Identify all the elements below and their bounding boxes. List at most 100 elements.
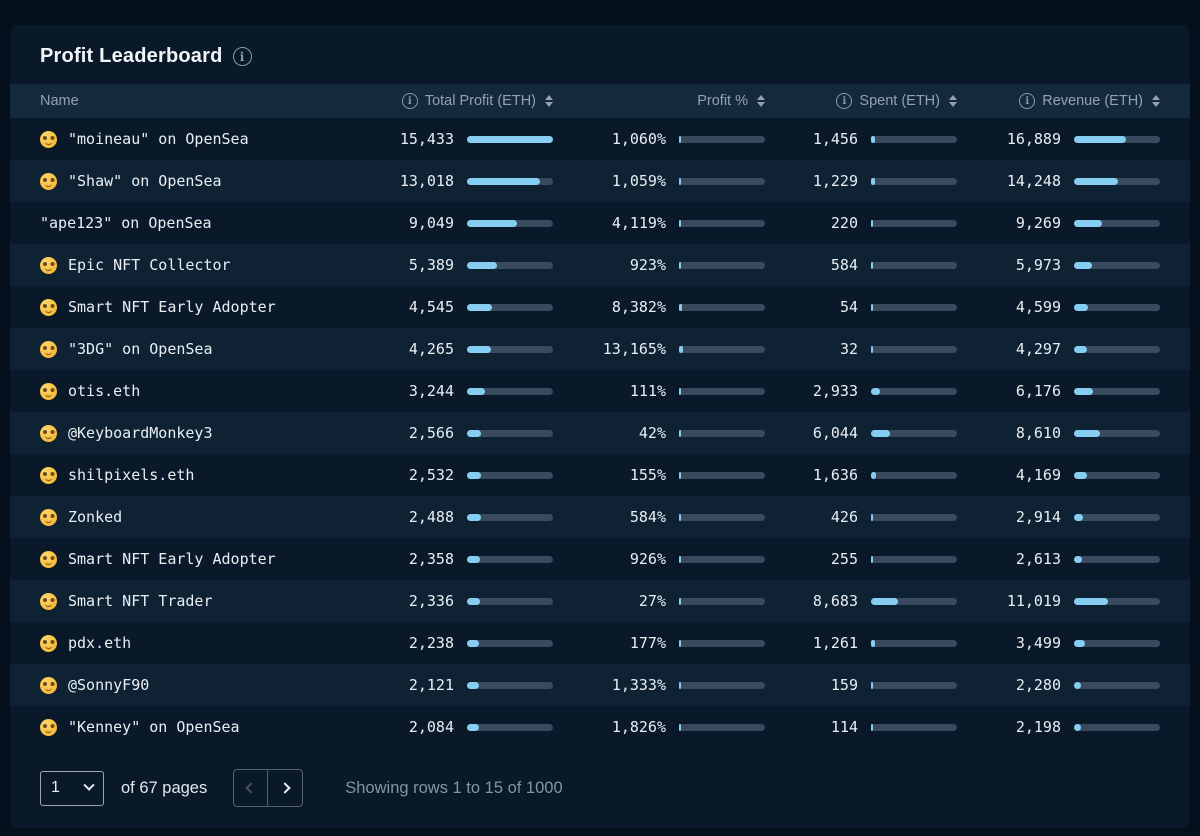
trader-name-cell[interactable]: Smart NFT Early Adopter	[40, 298, 343, 316]
revenue-cell: 2,914	[957, 508, 1160, 526]
page-select-value: 1	[51, 779, 60, 796]
spent-value: 8,683	[812, 592, 858, 610]
spent-sort-icon[interactable]	[949, 94, 957, 108]
spent-cell: 8,683	[765, 592, 957, 610]
trader-name-cell[interactable]: "ape123" on OpenSea	[40, 214, 343, 232]
column-header-revenue[interactable]: i Revenue (ETH)	[957, 93, 1160, 109]
trader-name-cell[interactable]: pdx.eth	[40, 634, 343, 652]
trader-name: shilpixels.eth	[68, 466, 195, 484]
title-info-icon[interactable]: i	[232, 47, 252, 66]
total-profit-value: 2,566	[408, 424, 454, 442]
revenue-bar	[1074, 513, 1160, 521]
profit-pct-sort-icon[interactable]	[757, 94, 765, 108]
column-header-total-profit[interactable]: i Total Profit (ETH)	[343, 93, 553, 109]
revenue-bar	[1074, 303, 1160, 311]
profit-pct-value: 8,382%	[611, 298, 666, 316]
profit-pct-bar	[679, 681, 765, 689]
trader-name-cell[interactable]: Smart NFT Early Adopter	[40, 550, 343, 568]
table-row: pdx.eth 2,238 177% 1,261 3,499	[10, 622, 1190, 664]
trader-name-cell[interactable]: Zonked	[40, 508, 343, 526]
spent-info-icon[interactable]: i	[836, 93, 853, 109]
previous-page-button[interactable]	[234, 770, 269, 806]
revenue-sort-icon[interactable]	[1152, 94, 1160, 108]
profit-pct-cell: 923%	[553, 256, 765, 274]
spent-cell: 426	[765, 508, 957, 526]
total-profit-bar	[467, 261, 553, 269]
trader-name-cell[interactable]: Epic NFT Collector	[40, 256, 343, 274]
total-profit-value: 4,545	[408, 298, 454, 316]
total-profit-value: 2,358	[408, 550, 454, 568]
spent-cell: 159	[765, 676, 957, 694]
spent-cell: 1,229	[765, 172, 957, 190]
spent-value: 220	[830, 214, 858, 232]
revenue-value: 4,599	[1015, 298, 1061, 316]
trader-name: "moineau" on OpenSea	[68, 130, 249, 148]
total-profit-cell: 2,121	[343, 676, 553, 694]
profit-pct-cell: 42%	[553, 424, 765, 442]
revenue-bar	[1074, 681, 1160, 689]
total-profit-info-icon[interactable]: i	[401, 93, 418, 109]
revenue-bar	[1074, 177, 1160, 185]
nerd-face-emoji-icon	[40, 592, 57, 610]
table-row: Epic NFT Collector 5,389 923% 584 5,973	[10, 244, 1190, 286]
trader-name: otis.eth	[68, 382, 141, 400]
trader-name: @SonnyF90	[68, 676, 150, 694]
total-profit-value: 4,265	[408, 340, 454, 358]
total-profit-value: 13,018	[399, 172, 454, 190]
spent-value: 584	[830, 256, 858, 274]
total-profit-sort-icon[interactable]	[545, 94, 553, 108]
profit-pct-value: 13,165%	[602, 340, 666, 358]
revenue-info-icon[interactable]: i	[1019, 93, 1036, 109]
profit-pct-value: 42%	[638, 424, 666, 442]
spent-cell: 2,933	[765, 382, 957, 400]
total-profit-value: 2,238	[408, 634, 454, 652]
trader-name-cell[interactable]: "moineau" on OpenSea	[40, 130, 343, 148]
table-row: "ape123" on OpenSea 9,049 4,119% 220 9,2…	[10, 202, 1190, 244]
trader-name-cell[interactable]: Smart NFT Trader	[40, 592, 343, 610]
total-profit-cell: 2,358	[343, 550, 553, 568]
profit-pct-cell: 8,382%	[553, 298, 765, 316]
trader-name-cell[interactable]: shilpixels.eth	[40, 466, 343, 484]
spent-bar	[871, 387, 957, 395]
spent-bar	[871, 723, 957, 731]
spent-cell: 255	[765, 550, 957, 568]
total-profit-value: 2,532	[408, 466, 454, 484]
table-header-row: Name i Total Profit (ETH) Profit % i Spe…	[10, 84, 1190, 118]
trader-name-cell[interactable]: @SonnyF90	[40, 676, 343, 694]
nerd-face-emoji-icon	[40, 256, 57, 274]
spent-value: 114	[830, 718, 858, 736]
spent-value: 54	[839, 298, 858, 316]
profit-pct-cell: 155%	[553, 466, 765, 484]
spent-bar	[871, 303, 957, 311]
revenue-cell: 2,613	[957, 550, 1160, 568]
column-header-spent[interactable]: i Spent (ETH)	[765, 93, 957, 109]
revenue-value: 4,169	[1015, 466, 1061, 484]
trader-name: Zonked	[68, 508, 123, 526]
trader-name-cell[interactable]: "3DG" on OpenSea	[40, 340, 343, 358]
next-page-button[interactable]	[268, 770, 302, 806]
column-header-revenue-label: Revenue (ETH)	[1042, 93, 1143, 109]
revenue-bar	[1074, 639, 1160, 647]
trader-name-cell[interactable]: "Kenney" on OpenSea	[40, 718, 343, 736]
spent-value: 32	[839, 340, 858, 358]
total-profit-bar	[467, 177, 553, 185]
profit-pct-value: 1,333%	[611, 676, 666, 694]
revenue-cell: 3,499	[957, 634, 1160, 652]
profit-leaderboard-card: Profit Leaderboard i Name i Total Profit…	[10, 25, 1190, 828]
trader-name-cell[interactable]: "Shaw" on OpenSea	[40, 172, 343, 190]
spent-bar	[871, 597, 957, 605]
revenue-bar	[1074, 387, 1160, 395]
profit-pct-value: 177%	[629, 634, 666, 652]
total-profit-cell: 2,336	[343, 592, 553, 610]
column-header-profit-pct[interactable]: Profit %	[553, 93, 765, 109]
revenue-cell: 4,297	[957, 340, 1160, 358]
spent-cell: 220	[765, 214, 957, 232]
trader-name-cell[interactable]: otis.eth	[40, 382, 343, 400]
nerd-face-emoji-icon	[40, 676, 57, 694]
trader-name-cell[interactable]: @KeyboardMonkey3	[40, 424, 343, 442]
profit-pct-bar	[679, 387, 765, 395]
spent-bar	[871, 177, 957, 185]
page-select-dropdown[interactable]: 1	[40, 770, 104, 806]
column-header-name[interactable]: Name	[40, 93, 343, 109]
table-row: "Shaw" on OpenSea 13,018 1,059% 1,229 14…	[10, 160, 1190, 202]
